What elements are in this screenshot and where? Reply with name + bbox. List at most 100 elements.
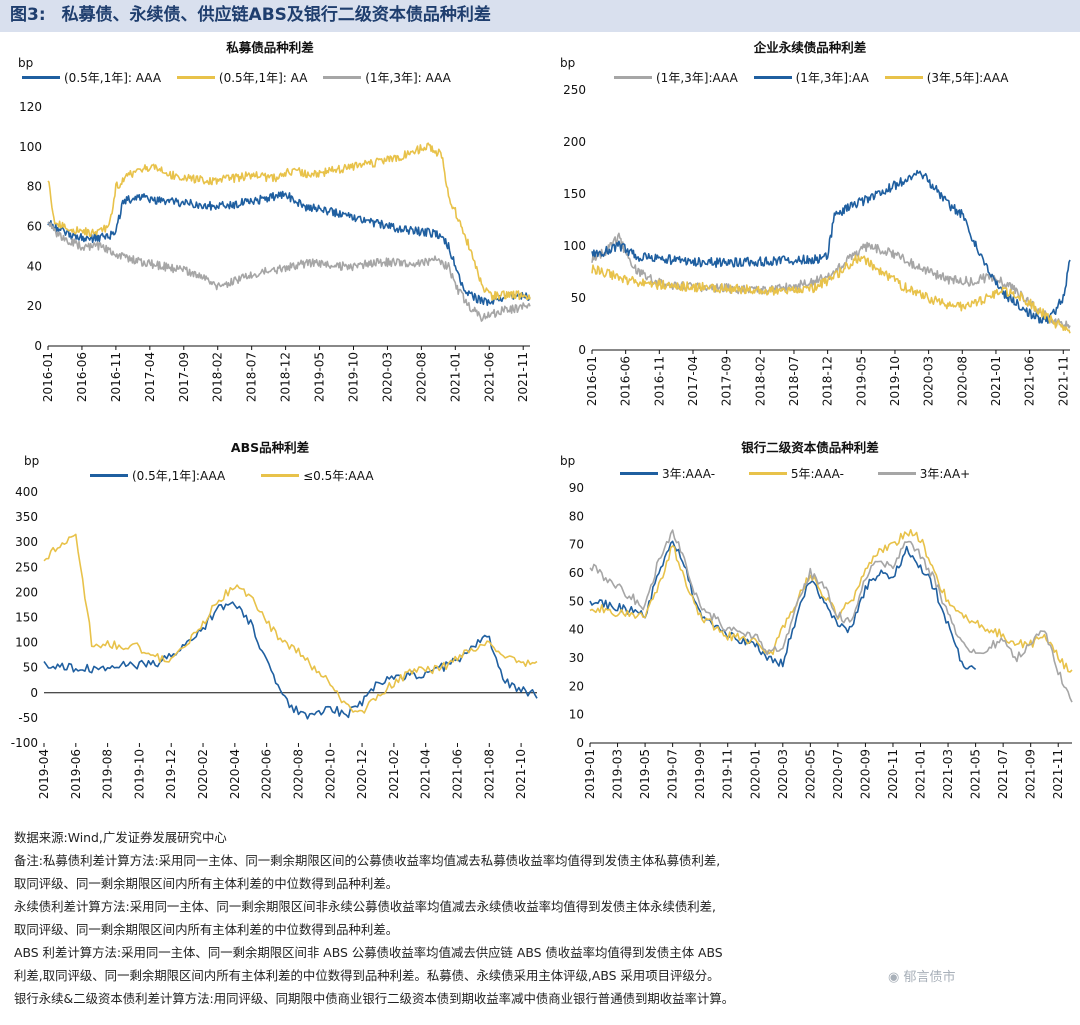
y-tick-label: 250 [563, 83, 586, 97]
figure-title: 私募债、永续债、供应链ABS及银行二级资本债品种利差 [61, 5, 491, 25]
legend-item: (0.5年,1年]: AA [176, 69, 307, 86]
x-tick-label: 2020-12 [355, 749, 369, 799]
x-tick-label: 2020-03 [380, 352, 394, 402]
series-line [47, 142, 531, 301]
y-tick-label: 100 [19, 140, 42, 154]
legend-label: (0.5年,1年]: AAA [64, 71, 162, 85]
y-tick-label: 150 [15, 611, 38, 625]
x-tick-label: 2019-12 [164, 749, 178, 799]
x-tick-label: 2017-09 [177, 352, 191, 402]
y-tick-label: 200 [15, 585, 38, 599]
x-tick-label: 2020-01 [748, 749, 762, 799]
chart-title: 企业永续债品种利差 [753, 40, 867, 55]
legend-swatch [620, 472, 658, 475]
y-tick-label: 400 [15, 485, 38, 499]
y-tick-label: 60 [27, 220, 42, 234]
legend-item: 5年:AAA- [748, 465, 844, 482]
legend-swatch [90, 474, 128, 477]
legend-swatch [748, 472, 787, 475]
x-tick-label: 2019-03 [611, 749, 625, 799]
y-tick-label: 80 [569, 509, 584, 523]
y-tick-label: 80 [27, 180, 42, 194]
x-tick-label: 2021-01 [448, 352, 462, 402]
x-tick-label: 2019-10 [346, 352, 360, 402]
legend-label: (3年,5年]:AAA [926, 71, 1009, 85]
x-tick-label: 2021-02 [387, 749, 401, 799]
x-tick-label: 2020-11 [886, 749, 900, 799]
y-unit-label: bp [560, 454, 576, 468]
x-tick-label: 2016-01 [41, 352, 55, 402]
x-tick-label: 2016-06 [75, 352, 89, 402]
note-line: 备注:私募债利差计算方法:采用同一主体、同一剩余期限区间的公募债收益率均值减去私… [14, 853, 721, 868]
x-tick-label: 2020-08 [414, 352, 428, 402]
legend-item: (3年,5年]:AAA [884, 69, 1009, 86]
x-tick-label: 2016-11 [652, 356, 666, 406]
y-tick-label: 300 [15, 535, 38, 549]
y-unit-label: bp [560, 56, 576, 70]
x-tick-label: 2021-06 [450, 749, 464, 799]
x-tick-label: 2021-11 [516, 352, 530, 402]
legend: 3年:AAA- 5年:AAA- 3年:AA+ [620, 464, 982, 482]
note-line: 取同评级、同一剩余期限区间内所有主体利差的中位数得到品种利差。 [14, 876, 399, 891]
x-tick-label: 2020-06 [260, 749, 274, 799]
legend-swatch [614, 76, 652, 79]
note-line: 利差,取同评级、同一剩余期限区间内所有主体利差的中位数得到品种利差。私募债、永续… [14, 968, 720, 983]
y-tick-label: 0 [578, 343, 586, 357]
x-tick-label: 2016-06 [619, 356, 633, 406]
data-source: 数据来源:Wind,广发证券发展研究中心 [14, 830, 227, 845]
y-tick-label: 20 [569, 679, 584, 693]
note-line: 银行永续&二级资本债利差计算方法:用同评级、同期限中债商业银行二级资本债到期收益… [14, 991, 735, 1006]
chart-canvas: -100 -50 0 50 100 150 200 250 300 350 400 2019-04 20… [11, 485, 538, 799]
y-tick-label: 0 [34, 339, 42, 353]
x-tick-label: 2018-12 [279, 352, 293, 402]
x-tick-label: 2019-10 [888, 356, 902, 406]
x-tick-label: 2019-10 [132, 749, 146, 799]
x-tick-label: 2020-08 [955, 356, 969, 406]
y-tick-label: 0 [576, 736, 584, 750]
series-line [591, 169, 1071, 324]
x-tick-label: 2021-03 [941, 749, 955, 799]
legend-item: 3年:AA+ [877, 465, 970, 482]
x-tick-label: 2018-02 [211, 352, 225, 402]
legend-item: 3年:AAA- [620, 465, 715, 482]
x-tick-label: 2018-07 [787, 356, 801, 406]
legend-swatch [884, 76, 923, 79]
y-tick-label: 10 [569, 708, 584, 722]
x-tick-label: 2019-05 [638, 749, 652, 799]
y-tick-label: 200 [563, 135, 586, 149]
x-tick-label: 2021-05 [969, 749, 983, 799]
x-tick-label: 2019-06 [69, 749, 83, 799]
series-line [589, 540, 977, 671]
legend-label: (1年,3年]: AAA [365, 71, 451, 85]
legend-swatch [753, 76, 792, 79]
y-tick-label: 50 [23, 661, 38, 675]
x-tick-label: 2016-11 [109, 352, 123, 402]
legend: (1年,3年]:AAA (1年,3年]:AA (3年,5年]:AAA [614, 68, 1021, 86]
watermark: ◉ 郁言债市 [888, 966, 1068, 988]
x-tick-label: 2020-02 [196, 749, 210, 799]
chart-canvas: 0 10 20 30 40 50 60 70 80 90 2019-01 2019-03 2019-05… [569, 481, 1073, 799]
x-tick-label: 2017-04 [686, 356, 700, 406]
chart-canvas: 0 50 100 150 200 250 2016-01 2016-06 2016-11 2017… [563, 83, 1071, 406]
legend-label: 5年:AAA- [790, 467, 844, 481]
note-line: 取同评级、同一剩余期限区间内所有主体利差的中位数得到品种利差。 [14, 922, 399, 937]
x-tick-label: 2021-10 [514, 749, 528, 799]
chart-bank-tier2: 银行二级资本债品种利差 bp 3年:AAA- 5年:AAA- 3年:AA+ 0 1… [540, 432, 1080, 822]
x-tick-label: 2016-01 [585, 356, 599, 406]
series-line [43, 533, 538, 714]
x-tick-label: 2021-04 [419, 749, 433, 799]
x-tick-label: 2021-01 [989, 356, 1003, 406]
legend-swatch [261, 474, 300, 477]
legend-item: (1年,3年]: AAA [323, 69, 451, 86]
x-tick-label: 2021-11 [1056, 356, 1070, 406]
series-line [591, 254, 1071, 334]
series-line [589, 529, 1073, 673]
figure-label: 图3: [10, 5, 46, 25]
chart-abs: ABS品种利差 bp (0.5年,1年]:AAA ≤0.5年:AAA -100-… [0, 432, 540, 822]
y-tick-label: 20 [27, 299, 42, 313]
x-tick-label: 2019-09 [693, 749, 707, 799]
x-tick-label: 2018-07 [245, 352, 259, 402]
legend-label: (1年,3年]:AAA [656, 71, 738, 85]
x-tick-label: 2019-08 [101, 749, 115, 799]
x-tick-label: 2020-07 [831, 749, 845, 799]
